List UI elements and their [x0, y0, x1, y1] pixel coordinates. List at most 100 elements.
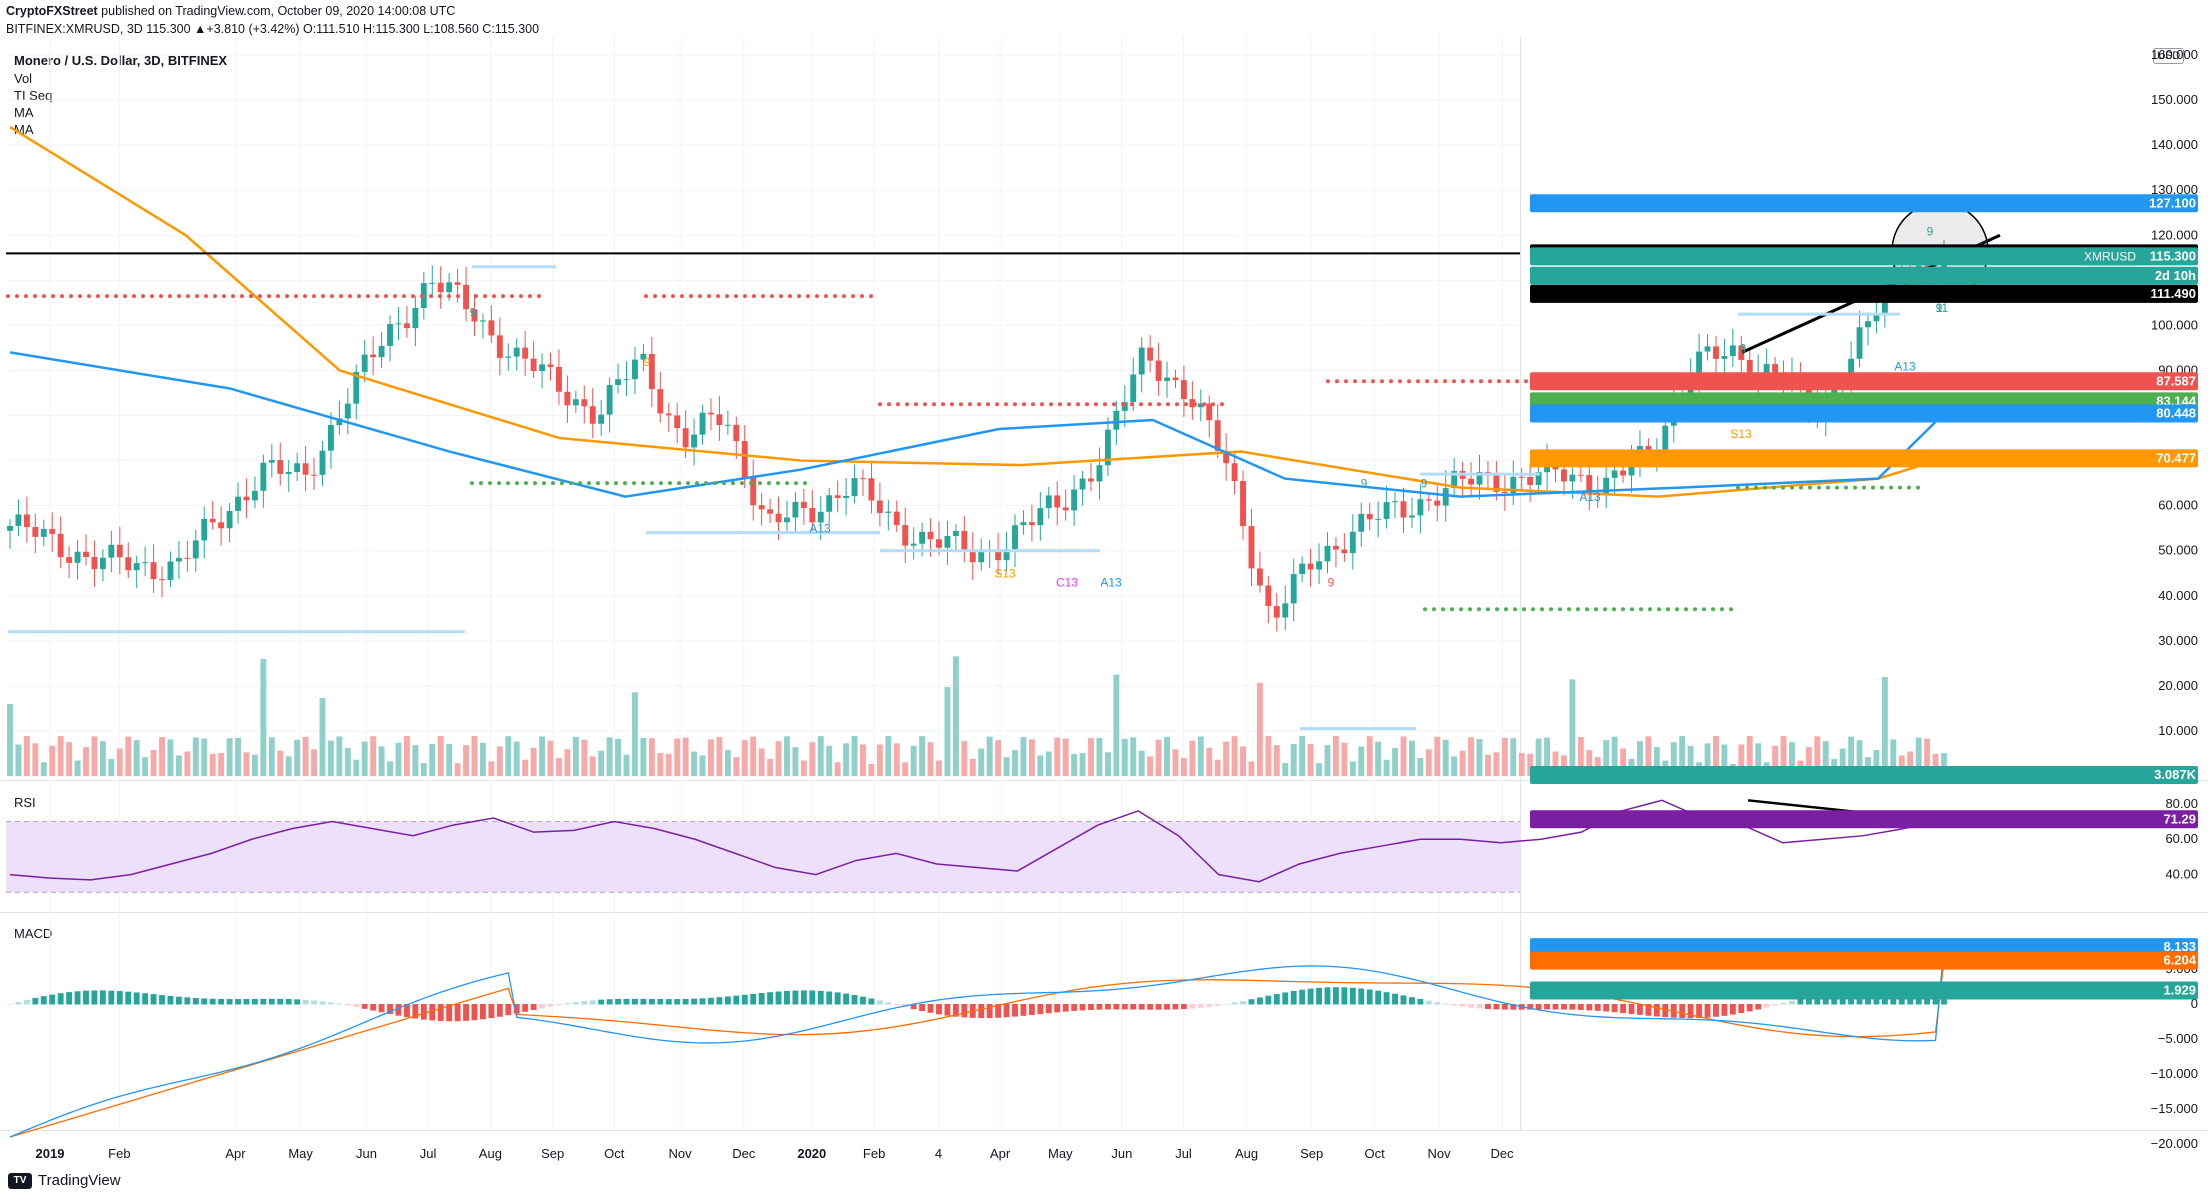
volume-bar [927, 742, 934, 776]
macd-histogram-bar [1569, 1004, 1576, 1010]
green-dotted-level [641, 481, 645, 486]
volume-bar [1273, 745, 1280, 776]
red-dotted-level [447, 294, 451, 299]
macd-histogram-bar [1088, 1004, 1094, 1010]
x-tick-label: Dec [1491, 1146, 1515, 1161]
candle-body [471, 309, 478, 322]
macd-histogram-bar [513, 1004, 520, 1014]
price-label-box [1530, 372, 2198, 391]
volume-bar [1180, 758, 1187, 776]
macd-histogram-bar [327, 1002, 334, 1005]
green-dotted-level [1781, 485, 1785, 490]
candle-body [496, 335, 503, 358]
volume-bar [1172, 749, 1179, 776]
candle-body [1299, 563, 1306, 575]
macd-histogram-bar [1299, 989, 1306, 1005]
green-dotted-level [713, 481, 717, 486]
candle-body [1062, 507, 1069, 511]
macd-histogram-bar [1214, 1004, 1221, 1006]
candle-body [1442, 488, 1449, 506]
candle-body [1746, 359, 1753, 379]
red-dotted-level [1461, 379, 1465, 384]
macd-histogram-bar [1797, 998, 1804, 1005]
candle-body [437, 282, 444, 293]
indicator-vol[interactable]: Vol [14, 71, 33, 86]
macd-histogram-bar [708, 997, 714, 1005]
volume-bar [1493, 752, 1500, 776]
candle-body [1020, 522, 1027, 526]
candle-body [1104, 429, 1111, 466]
candle-body [1501, 491, 1508, 494]
volume-bar [1062, 738, 1069, 776]
candle-body [640, 353, 647, 360]
candle-body [682, 428, 689, 448]
candle-body [1113, 410, 1120, 430]
price-label: 87.587 [2156, 373, 2196, 388]
green-dotted-level [767, 481, 771, 486]
indicator-ti-seq[interactable]: TI Seq [14, 88, 53, 103]
red-dotted-level [519, 294, 523, 299]
volume-bar [1155, 739, 1162, 776]
candle-body [1214, 420, 1221, 451]
candle-body [1451, 471, 1458, 489]
macd-histogram-bar [268, 998, 275, 1005]
red-dotted-level [501, 294, 505, 299]
volume-bar [1527, 753, 1534, 776]
volume-bar [1611, 736, 1618, 776]
macd-histogram-bar [1197, 1004, 1204, 1008]
volume-bar [243, 752, 250, 776]
candle-body [66, 557, 73, 563]
volume-bar [226, 738, 233, 776]
macd-label: 8.133 [2163, 939, 2196, 954]
macd-histogram-bar [1155, 1004, 1162, 1010]
red-dotted-level [492, 294, 496, 299]
candle-body [733, 424, 740, 442]
red-dotted-level [1166, 402, 1170, 407]
macd-histogram-bar [395, 1004, 402, 1016]
green-dotted-level [1522, 607, 1526, 612]
macd-histogram-bar [57, 993, 64, 1005]
volume-bar [1375, 741, 1382, 776]
macd-histogram-bar [952, 1004, 959, 1017]
macd-histogram-bar [547, 1004, 554, 1007]
volume-bar [184, 751, 191, 776]
indicator-ma-1[interactable]: MA [14, 105, 34, 120]
volume-bar [336, 736, 343, 776]
currency-button[interactable]: USD [2153, 48, 2185, 64]
macd-histogram-bar [1603, 1004, 1610, 1012]
green-dotted-level [659, 481, 663, 486]
red-dotted-level [411, 294, 415, 299]
green-dotted-level [731, 481, 735, 486]
macd-histogram-bar [344, 1004, 351, 1006]
red-dotted-level [680, 294, 684, 299]
candle-body [285, 471, 292, 474]
x-tick-label: Sep [541, 1146, 564, 1161]
red-dotted-level [788, 294, 792, 299]
volume-bar [1383, 759, 1390, 776]
y-tick-label: 130.000 [2151, 182, 2198, 197]
macd-histogram-bar [522, 1004, 529, 1012]
tradingview-logo[interactable]: TV TradingView [8, 1172, 121, 1189]
volume-bar [361, 741, 368, 776]
x-tick-label: Dec [732, 1146, 756, 1161]
volume-bar [1442, 739, 1449, 776]
y-tick-label: 160.000 [2151, 47, 2198, 62]
candle-body [57, 533, 64, 558]
red-dotted-level [429, 294, 433, 299]
volume-bar [1755, 743, 1762, 776]
green-dotted-level [1684, 607, 1688, 612]
volume-bar [420, 763, 427, 776]
macd-histogram-bar [767, 992, 774, 1005]
candle-body [1045, 495, 1052, 509]
candle-body [817, 511, 824, 523]
macd-histogram-bar [1924, 994, 1931, 1005]
green-dotted-level [569, 481, 573, 486]
candle-body [1256, 568, 1263, 586]
volume-bar [623, 754, 630, 776]
macd-histogram-bar [1189, 1004, 1196, 1009]
red-dotted-level [105, 294, 109, 299]
green-dotted-level [722, 481, 726, 486]
green-dotted-level [1567, 607, 1571, 612]
candle-body [1408, 515, 1415, 518]
